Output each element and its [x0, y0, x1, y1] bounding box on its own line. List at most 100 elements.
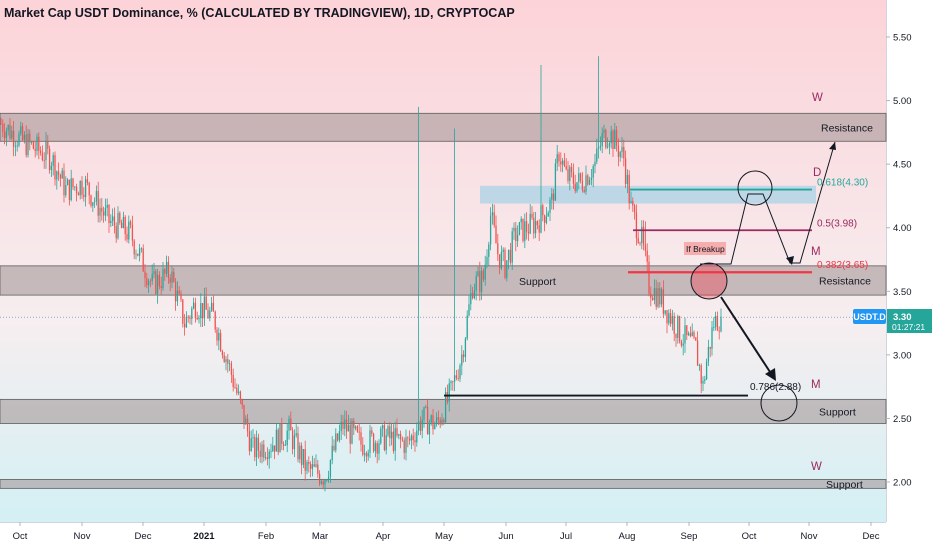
- time-axis[interactable]: Oct Nov Dec 2021 Feb Mar Apr May Jun Jul Aug Sep Oct…: [13, 522, 880, 542]
- candle-body: [648, 261, 650, 294]
- candle-body: [77, 193, 80, 196]
- projected-path-up: [700, 141, 836, 265]
- candle-body: [147, 280, 150, 286]
- candle-body: [308, 462, 310, 465]
- candle-body: [403, 440, 405, 453]
- time-axis-tick-label: Jul: [560, 531, 572, 542]
- price-axis[interactable]: 5.50 5.00 4.50 4.00 3.50 3.00 2.50 2.00: [886, 33, 912, 489]
- candle-body: [678, 316, 681, 342]
- candle-body: [360, 432, 362, 445]
- candle-body: [426, 406, 429, 435]
- candle-body: [516, 235, 519, 242]
- candle-body: [588, 179, 591, 185]
- candle-body: [72, 178, 74, 188]
- candle-body: [47, 141, 49, 149]
- candle-body: [376, 443, 378, 454]
- candle-body: [137, 253, 139, 256]
- price-tag-box: [887, 309, 932, 333]
- candle-body: [317, 464, 319, 474]
- candle-body: [70, 178, 72, 201]
- candle-body: [57, 171, 60, 175]
- candle-body: [313, 464, 315, 467]
- candle-body: [563, 160, 566, 167]
- zone-label: Resistance: [819, 275, 871, 287]
- candle-body: [342, 421, 344, 429]
- candle-body: [14, 145, 17, 147]
- candle-body: [268, 451, 270, 460]
- candle-body: [597, 147, 600, 149]
- candle-body: [389, 426, 391, 439]
- candle-body: [657, 288, 659, 307]
- candle-body: [704, 379, 706, 381]
- candle-body: [218, 332, 220, 341]
- candle-body: [142, 248, 144, 272]
- candle-body: [585, 175, 587, 192]
- candle-body: [282, 443, 285, 446]
- candle-body: [182, 299, 184, 324]
- breakup-tag-label: If Breakup: [686, 244, 725, 254]
- candle-body: [187, 316, 189, 318]
- candle-body: [666, 310, 668, 324]
- zone-label: Resistance: [821, 122, 873, 134]
- candle-body: [362, 444, 364, 455]
- candle-body: [183, 323, 186, 328]
- candle-body: [214, 311, 216, 330]
- candle-body: [250, 438, 252, 452]
- candle-body: [122, 216, 125, 229]
- candle-body: [34, 148, 36, 151]
- candle-body: [632, 200, 634, 206]
- candle-body: [56, 171, 58, 180]
- candle-body: [203, 296, 206, 319]
- candle-body: [111, 216, 114, 221]
- candle-body: [441, 419, 443, 425]
- candle-body: [439, 419, 441, 425]
- candle-body: [335, 433, 337, 451]
- candle-body: [309, 464, 312, 469]
- candle-body: [207, 309, 209, 319]
- time-axis-tick-label: 2021: [193, 531, 215, 542]
- candle-body: [119, 212, 121, 223]
- candle-body: [633, 205, 636, 213]
- candle-body: [227, 359, 229, 364]
- candle-body: [536, 221, 539, 226]
- candle-body: [558, 154, 560, 162]
- candle-body: [428, 422, 431, 435]
- candle-body: [288, 418, 290, 431]
- candle-body: [669, 313, 672, 324]
- candle-body: [327, 476, 330, 480]
- candle-body: [20, 126, 22, 134]
- candle-body: [331, 445, 333, 461]
- candle-body: [39, 150, 42, 153]
- candle-body: [540, 205, 542, 233]
- candle-body: [246, 418, 249, 432]
- candle-body: [295, 433, 297, 436]
- candle-body: [574, 183, 576, 192]
- candle-body: [95, 190, 98, 202]
- candle-body: [711, 327, 713, 349]
- candle-body: [610, 130, 612, 144]
- candle-body: [498, 254, 501, 269]
- candle-body: [140, 248, 143, 250]
- candle-body: [662, 289, 665, 314]
- candle-body: [101, 207, 103, 212]
- candle-body: [513, 227, 515, 232]
- candle-body: [655, 288, 657, 307]
- candle-body: [707, 346, 710, 362]
- price-axis-tick-label: 2.50: [893, 414, 912, 425]
- candle-body: [486, 256, 488, 265]
- candle-body: [651, 297, 654, 301]
- candle-body: [500, 251, 503, 269]
- candle-body: [18, 133, 20, 146]
- candle-body: [691, 332, 693, 337]
- time-axis-tick-label: May: [435, 531, 453, 542]
- candle-body: [151, 274, 153, 281]
- candle-body: [201, 303, 204, 319]
- candle-body: [349, 424, 351, 444]
- candle-body: [347, 424, 350, 432]
- candle-body: [401, 439, 404, 441]
- candle-body: [234, 387, 236, 388]
- candle-body: [432, 415, 434, 430]
- breakup-tag-box: [684, 242, 726, 255]
- fib-level-label: 0.5(3.98): [817, 218, 857, 229]
